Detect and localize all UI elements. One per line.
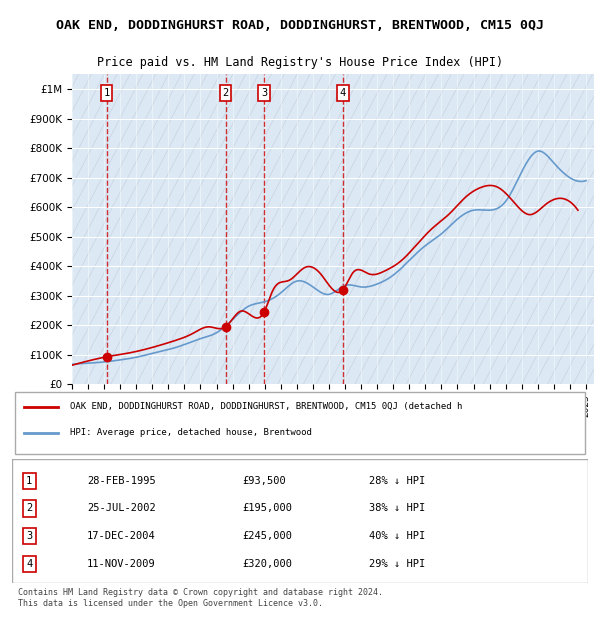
Text: Contains HM Land Registry data © Crown copyright and database right 2024.
This d: Contains HM Land Registry data © Crown c… xyxy=(18,588,383,608)
Text: 2: 2 xyxy=(223,88,229,98)
Text: HPI: Average price, detached house, Brentwood: HPI: Average price, detached house, Bren… xyxy=(70,428,311,438)
Text: 38% ↓ HPI: 38% ↓ HPI xyxy=(369,503,425,513)
Text: 28-FEB-1995: 28-FEB-1995 xyxy=(87,476,155,486)
Text: 25-JUL-2002: 25-JUL-2002 xyxy=(87,503,155,513)
Text: 17-DEC-2004: 17-DEC-2004 xyxy=(87,531,155,541)
Text: OAK END, DODDINGHURST ROAD, DODDINGHURST, BRENTWOOD, CM15 0QJ: OAK END, DODDINGHURST ROAD, DODDINGHURST… xyxy=(56,19,544,32)
Text: 40% ↓ HPI: 40% ↓ HPI xyxy=(369,531,425,541)
Text: OAK END, DODDINGHURST ROAD, DODDINGHURST, BRENTWOOD, CM15 0QJ (detached h: OAK END, DODDINGHURST ROAD, DODDINGHURST… xyxy=(70,402,462,412)
Text: £245,000: £245,000 xyxy=(242,531,292,541)
FancyBboxPatch shape xyxy=(12,459,588,583)
Text: 1: 1 xyxy=(103,88,110,98)
Text: £195,000: £195,000 xyxy=(242,503,292,513)
Text: 28% ↓ HPI: 28% ↓ HPI xyxy=(369,476,425,486)
Text: 3: 3 xyxy=(261,88,267,98)
Text: 11-NOV-2009: 11-NOV-2009 xyxy=(87,559,155,569)
Text: £320,000: £320,000 xyxy=(242,559,292,569)
Text: 4: 4 xyxy=(340,88,346,98)
Text: 4: 4 xyxy=(26,559,32,569)
FancyBboxPatch shape xyxy=(15,392,585,454)
Text: £93,500: £93,500 xyxy=(242,476,286,486)
Text: 2: 2 xyxy=(26,503,32,513)
Text: 29% ↓ HPI: 29% ↓ HPI xyxy=(369,559,425,569)
Text: Price paid vs. HM Land Registry's House Price Index (HPI): Price paid vs. HM Land Registry's House … xyxy=(97,56,503,69)
Text: 1: 1 xyxy=(26,476,32,486)
Text: 3: 3 xyxy=(26,531,32,541)
